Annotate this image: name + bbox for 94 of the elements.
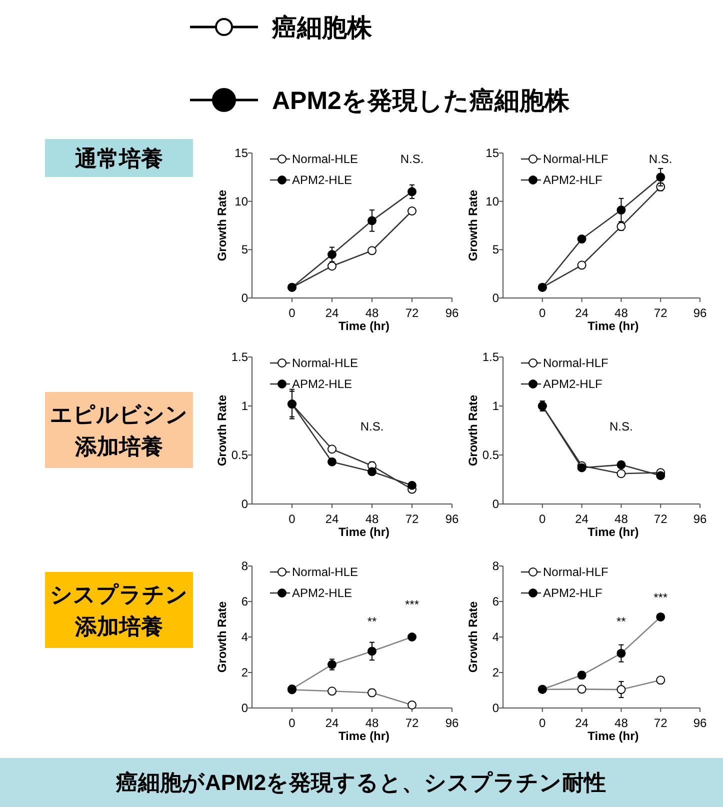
legend-label: Normal-HLF — [543, 152, 608, 166]
y-tick-label: 0 — [241, 497, 248, 511]
annotation: *** — [654, 590, 668, 604]
x-tick-label: 24 — [325, 512, 339, 526]
text: 癌細胞株 — [271, 14, 373, 42]
y-tick-label: 0 — [241, 291, 248, 305]
x-tick-label: 72 — [654, 512, 668, 526]
x-axis-title: Time (hr) — [588, 525, 639, 539]
legend-label: Normal-HLF — [543, 356, 608, 370]
y-tick-label: 2 — [241, 666, 248, 680]
y-tick-label: 4 — [241, 630, 248, 644]
y-tick-label: 0 — [492, 497, 500, 511]
text: エピルビシン添加培養 — [50, 402, 188, 459]
x-tick-label: 72 — [405, 512, 419, 526]
x-axis-title: Time (hr) — [588, 319, 639, 333]
legend-label: Normal-HLE — [292, 565, 358, 579]
legend-label: APM2-HLE — [292, 586, 352, 600]
x-tick-label: 0 — [288, 716, 296, 730]
y-tick-label: 1.5 — [482, 350, 500, 364]
annotation: N.S. — [610, 420, 633, 434]
x-tick-label: 96 — [693, 512, 707, 526]
x-tick-label: 48 — [614, 512, 628, 526]
x-tick-label: 48 — [614, 306, 628, 320]
x-tick-label: 48 — [365, 512, 379, 526]
x-tick-label: 72 — [654, 716, 668, 730]
x-tick-label: 24 — [325, 716, 339, 730]
x-tick-label: 48 — [614, 716, 628, 730]
x-tick-label: 72 — [405, 716, 419, 730]
x-tick-label: 0 — [288, 512, 296, 526]
x-tick-label: 96 — [445, 512, 459, 526]
y-tick-label: 10 — [234, 194, 248, 208]
text: APM2を発現した癌細胞株 — [272, 87, 570, 115]
legend-label: Normal-HLE — [292, 356, 358, 370]
annotation: ** — [367, 614, 377, 629]
y-tick-label: 8 — [241, 559, 248, 573]
x-tick-label: 96 — [693, 716, 707, 730]
legend-label: APM2-HLE — [292, 377, 352, 391]
x-tick-label: 96 — [693, 306, 707, 320]
x-tick-label: 0 — [539, 306, 546, 320]
y-tick-label: 1 — [492, 399, 500, 413]
x-tick-label: 48 — [365, 306, 379, 320]
x-tick-label: 0 — [539, 716, 546, 730]
y-tick-label: 8 — [492, 559, 500, 573]
legend-label: APM2-HLF — [543, 173, 602, 187]
x-axis-title: Time (hr) — [338, 525, 390, 539]
legend-label: APM2-HLF — [543, 377, 602, 391]
y-tick-label: 4 — [492, 630, 500, 644]
annotation: N.S. — [360, 420, 384, 434]
y-tick-label: 0.5 — [231, 448, 248, 462]
x-tick-label: 72 — [405, 306, 419, 320]
y-axis-title: Growth Rate — [466, 394, 480, 466]
legend-label: Normal-HLF — [543, 565, 608, 579]
x-tick-label: 0 — [539, 512, 546, 526]
annotation: N.S. — [648, 152, 672, 166]
x-tick-label: 48 — [365, 716, 379, 730]
y-tick-label: 6 — [492, 594, 500, 608]
x-axis-title: Time (hr) — [338, 729, 390, 743]
y-tick-label: 5 — [241, 242, 248, 257]
y-tick-label: 0.5 — [482, 448, 500, 462]
x-tick-label: 24 — [325, 306, 339, 320]
y-tick-label: 6 — [241, 594, 248, 608]
x-tick-label: 24 — [575, 716, 589, 730]
x-tick-label: 24 — [575, 306, 589, 320]
x-tick-label: 0 — [288, 306, 296, 320]
x-tick-label: 24 — [575, 512, 589, 526]
y-axis-title: Growth Rate — [466, 190, 480, 262]
y-axis-title: Growth Rate — [466, 601, 480, 673]
y-tick-label: 0 — [492, 701, 500, 715]
x-tick-label: 96 — [445, 306, 459, 320]
y-tick-label: 1.5 — [231, 350, 248, 364]
y-tick-label: 1 — [241, 399, 248, 413]
y-axis-title: Growth Rate — [215, 601, 229, 673]
x-tick-label: 96 — [445, 716, 459, 730]
y-tick-label: 5 — [492, 242, 500, 257]
x-tick-label: 72 — [654, 306, 668, 320]
text: 癌細胞がAPM2を発現すると、シスプラチン耐性 — [114, 770, 606, 795]
y-axis-title: Growth Rate — [215, 190, 229, 262]
y-tick-label: 15 — [486, 146, 500, 160]
text: シスプラチン添加培養 — [50, 582, 188, 639]
annotation: N.S. — [400, 152, 424, 166]
legend-label: Normal-HLE — [292, 152, 358, 166]
x-axis-title: Time (hr) — [338, 319, 390, 333]
annotation: *** — [404, 598, 420, 612]
annotation: ** — [616, 614, 626, 629]
legend-label: APM2-HLE — [292, 173, 352, 187]
y-axis-title: Growth Rate — [215, 394, 229, 466]
y-tick-label: 2 — [492, 666, 500, 680]
x-axis-title: Time (hr) — [588, 729, 639, 743]
y-tick-label: 15 — [234, 146, 248, 160]
legend-label: APM2-HLF — [543, 586, 602, 600]
text: 通常培養 — [74, 146, 163, 171]
y-tick-label: 10 — [486, 194, 500, 208]
y-tick-label: 0 — [241, 701, 248, 715]
y-tick-label: 0 — [492, 291, 500, 305]
